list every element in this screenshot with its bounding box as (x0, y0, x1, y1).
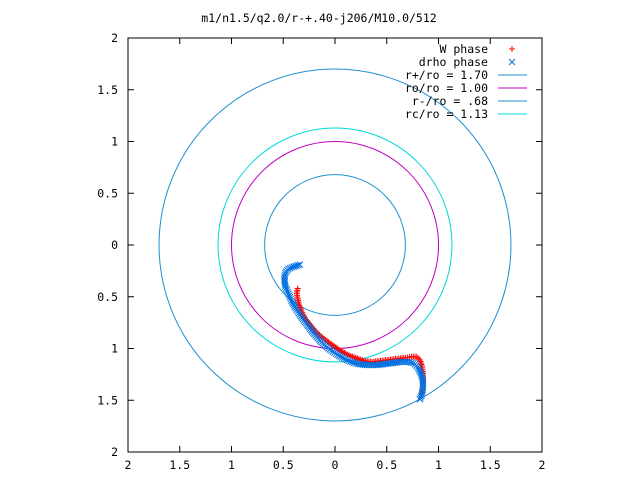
series-1-marker-125 (418, 388, 426, 396)
legend-swatch-1 (508, 58, 516, 66)
x-tick-label-4: 0 (332, 458, 339, 472)
reference-circle-3 (217, 127, 453, 363)
reference-circles (158, 68, 512, 422)
series-1-marker-19 (283, 286, 291, 294)
series-1-marker-72 (345, 357, 352, 365)
y-tick-label-0: 2 (111, 445, 118, 459)
series-0 (293, 285, 426, 397)
y-tick-label-1: 1.5 (97, 393, 118, 407)
x-tick-label-5: 0.5 (376, 458, 397, 472)
series-1-marker-18 (282, 284, 290, 292)
y-tick-label-6: 1 (111, 135, 118, 149)
legend-label-3: ro/ro = 1.00 (405, 81, 488, 95)
y-tick-label-4: 0 (111, 238, 118, 252)
y-tick-label-7: 1.5 (97, 83, 118, 97)
series-1-marker-17 (281, 283, 289, 290)
series-1-marker-129 (416, 395, 424, 403)
series-1-marker-24 (287, 295, 295, 303)
series-1-marker-128 (417, 394, 424, 401)
x-tick-label-3: 0.5 (273, 458, 294, 472)
x-tick-label-0: 2 (125, 458, 132, 472)
series-1-marker-20 (284, 288, 292, 296)
series-1-marker-22 (285, 292, 293, 299)
x-tick-label-6: 1 (435, 458, 442, 472)
series-1-marker-75 (350, 359, 358, 367)
x-tick-label-8: 2 (539, 458, 546, 472)
reference-circle-0 (158, 68, 512, 422)
data-series (280, 261, 427, 403)
series-1-marker-4 (290, 263, 297, 271)
series-0-marker-95 (418, 361, 425, 368)
legend-label-0: W phase (440, 42, 489, 56)
x-tick-label-7: 1.5 (480, 458, 501, 472)
series-1 (280, 261, 427, 403)
series-1-marker-5 (288, 264, 296, 271)
y-tick-label-8: 2 (111, 31, 118, 45)
x-tick-label-2: 1 (228, 458, 235, 472)
series-1-marker-21 (285, 290, 292, 297)
legend-label-5: rc/ro = 1.13 (405, 107, 488, 121)
axis-ticks: 2 1.5 1 0.5 0 0.5 1 1.5 221.510.500.511.52 (97, 31, 545, 472)
series-1-marker-107 (408, 359, 415, 366)
legend-label-1: drho phase (419, 55, 488, 69)
series-1-marker-74 (348, 358, 356, 366)
series-1-marker-127 (417, 392, 425, 400)
series-1-marker-73 (346, 358, 354, 365)
reference-circle-1 (231, 141, 439, 349)
y-tick-label-5: 0.5 (97, 186, 118, 200)
series-1-marker-126 (418, 390, 426, 398)
legend-label-4: r-/ro = .68 (412, 94, 488, 108)
reference-circle-2 (264, 174, 406, 316)
y-tick-label-2: 1 (111, 342, 118, 356)
chart-title: m1/n1.5/q2.0/r-+.40-j206/M10.0/512 (201, 11, 436, 25)
legend-swatch-0 (509, 46, 515, 52)
x-tick-label-1: 1.5 (169, 458, 190, 472)
legend-label-2: r+/ro = 1.70 (405, 68, 488, 82)
y-tick-label-3: 0.5 (97, 290, 118, 304)
series-1-marker-23 (286, 293, 294, 301)
